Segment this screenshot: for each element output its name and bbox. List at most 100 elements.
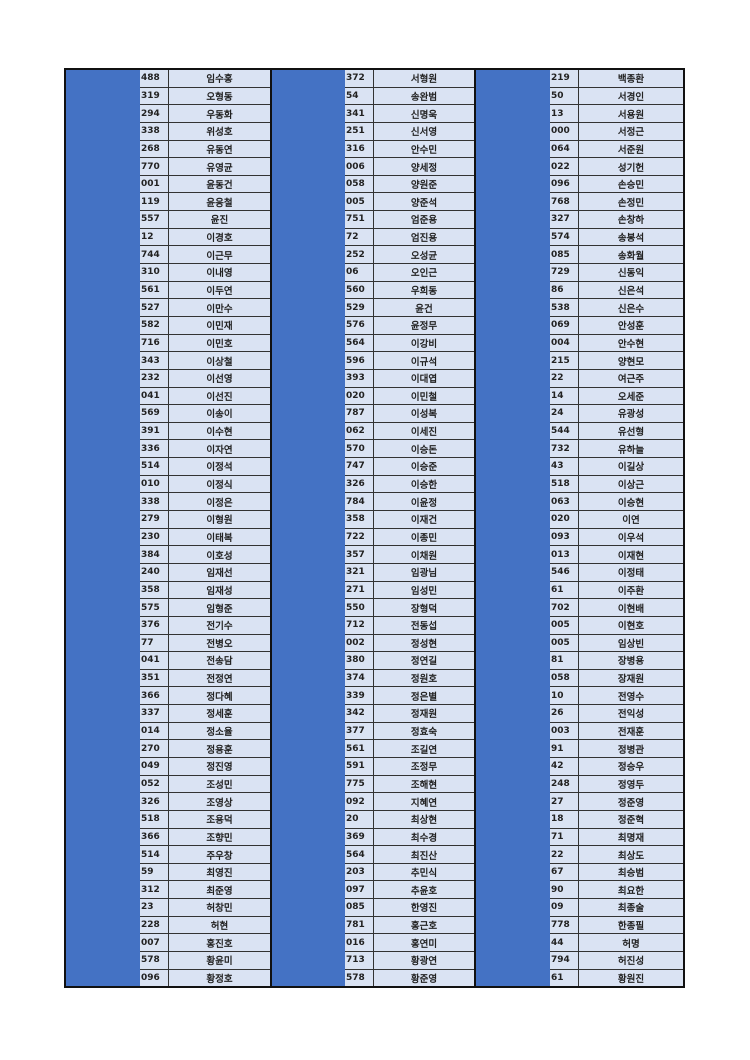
id-cell: 097 bbox=[345, 881, 374, 899]
name-cell: 이연 bbox=[579, 511, 683, 528]
table-row: 062 이세진 bbox=[345, 422, 474, 441]
name-cell: 신은석 bbox=[579, 281, 683, 299]
id-cell: 43 bbox=[550, 458, 579, 475]
id-cell: 000 bbox=[550, 122, 579, 140]
name-cell: 임상빈 bbox=[579, 634, 683, 652]
id-cell: 784 bbox=[345, 493, 374, 511]
table-row: 366 조향민 bbox=[140, 828, 270, 847]
name-cell: 최승범 bbox=[579, 863, 683, 881]
name-cell: 엄진용 bbox=[374, 228, 474, 246]
table-row: 61 황원진 bbox=[550, 969, 683, 987]
name-cell: 이호성 bbox=[169, 546, 270, 563]
table-row: 251 신서영 bbox=[345, 122, 474, 141]
name-cell: 장재원 bbox=[579, 669, 683, 687]
id-cell: 343 bbox=[140, 352, 169, 369]
id-cell: 13 bbox=[550, 105, 579, 122]
id-cell: 518 bbox=[140, 810, 169, 828]
id-cell: 022 bbox=[550, 158, 579, 175]
id-cell: 518 bbox=[550, 475, 579, 493]
name-cell: 임재선 bbox=[169, 563, 270, 581]
table-row: 041 전송담 bbox=[140, 652, 270, 670]
name-cell: 홍근호 bbox=[374, 916, 474, 934]
id-cell: 016 bbox=[345, 934, 374, 952]
table-row: 713 황광연 bbox=[345, 952, 474, 970]
id-cell: 271 bbox=[345, 581, 374, 599]
id-cell: 59 bbox=[140, 863, 169, 881]
id-cell: 270 bbox=[140, 740, 169, 757]
id-cell: 312 bbox=[140, 881, 169, 899]
id-cell: 591 bbox=[345, 757, 374, 775]
name-cell: 백종환 bbox=[579, 70, 683, 87]
id-cell: 24 bbox=[550, 405, 579, 422]
name-cell: 신은수 bbox=[579, 299, 683, 316]
id-cell: 093 bbox=[550, 528, 579, 546]
id-cell: 248 bbox=[550, 775, 579, 793]
id-cell: 546 bbox=[550, 563, 579, 581]
name-cell: 임수홍 bbox=[169, 70, 270, 87]
table-row: 518 이상근 bbox=[550, 475, 683, 494]
table-row: 582 이민재 bbox=[140, 316, 270, 335]
name-cell: 정영두 bbox=[579, 775, 683, 793]
id-cell: 729 bbox=[550, 264, 579, 281]
table-row: 119 윤응철 bbox=[140, 193, 270, 212]
name-cell: 윤정무 bbox=[374, 316, 474, 334]
table-row: 215 양현모 bbox=[550, 352, 683, 370]
table-row: 50 서경인 bbox=[550, 87, 683, 106]
table-row: 022 성기헌 bbox=[550, 158, 683, 176]
table-row: 058 양원준 bbox=[345, 175, 474, 194]
id-cell: 778 bbox=[550, 916, 579, 934]
id-cell: 085 bbox=[345, 899, 374, 916]
table-row: 336 이자연 bbox=[140, 440, 270, 459]
id-cell: 005 bbox=[345, 193, 374, 211]
table-row: 550 장형덕 bbox=[345, 599, 474, 617]
name-cell: 송완범 bbox=[374, 87, 474, 105]
name-cell: 이상근 bbox=[579, 475, 683, 493]
name-cell: 황준영 bbox=[374, 969, 474, 987]
id-cell: 713 bbox=[345, 952, 374, 969]
id-cell: 561 bbox=[140, 281, 169, 299]
name-cell: 황윤미 bbox=[169, 952, 270, 969]
table-row: 351 전정연 bbox=[140, 669, 270, 688]
table-row: 514 주우창 bbox=[140, 846, 270, 864]
id-cell: 77 bbox=[140, 634, 169, 652]
id-cell: 596 bbox=[345, 352, 374, 369]
id-cell: 12 bbox=[140, 228, 169, 246]
id-cell: 557 bbox=[140, 211, 169, 228]
name-cell: 이태복 bbox=[169, 528, 270, 546]
id-cell: 14 bbox=[550, 387, 579, 405]
name-cell: 이민호 bbox=[169, 334, 270, 352]
name-cell: 이송이 bbox=[169, 405, 270, 422]
name-cell: 추민식 bbox=[374, 863, 474, 881]
id-cell: 391 bbox=[140, 422, 169, 440]
table-row: 578 황준영 bbox=[345, 969, 474, 987]
name-cell: 임재성 bbox=[169, 581, 270, 599]
id-cell: 775 bbox=[345, 775, 374, 793]
name-cell: 윤동건 bbox=[169, 175, 270, 193]
table-row: 010 이정식 bbox=[140, 475, 270, 494]
id-cell: 010 bbox=[140, 475, 169, 493]
id-cell: 020 bbox=[550, 511, 579, 528]
table-row: 358 이재건 bbox=[345, 511, 474, 529]
table-row: 228 허현 bbox=[140, 916, 270, 935]
table-row: 538 신은수 bbox=[550, 299, 683, 317]
table-row: 001 윤동건 bbox=[140, 175, 270, 194]
name-cell: 안수현 bbox=[579, 334, 683, 352]
name-cell: 황정호 bbox=[169, 969, 270, 987]
table-row: 005 양준석 bbox=[345, 193, 474, 212]
name-cell: 최명재 bbox=[579, 828, 683, 846]
name-cell: 한영진 bbox=[374, 899, 474, 916]
name-cell: 최상현 bbox=[374, 810, 474, 828]
id-cell: 062 bbox=[345, 422, 374, 440]
table-row: 578 황윤미 bbox=[140, 952, 270, 970]
id-cell: 560 bbox=[345, 281, 374, 299]
name-cell: 이민철 bbox=[374, 387, 474, 405]
id-cell: 744 bbox=[140, 246, 169, 264]
id-cell: 326 bbox=[345, 475, 374, 493]
id-cell: 23 bbox=[140, 899, 169, 916]
name-cell: 유광성 bbox=[579, 405, 683, 422]
name-cell: 허진성 bbox=[579, 952, 683, 969]
name-cell: 정다혜 bbox=[169, 687, 270, 705]
name-cell: 위성호 bbox=[169, 122, 270, 140]
table-row: 268 유동연 bbox=[140, 140, 270, 159]
table-row: 294 우동화 bbox=[140, 105, 270, 123]
